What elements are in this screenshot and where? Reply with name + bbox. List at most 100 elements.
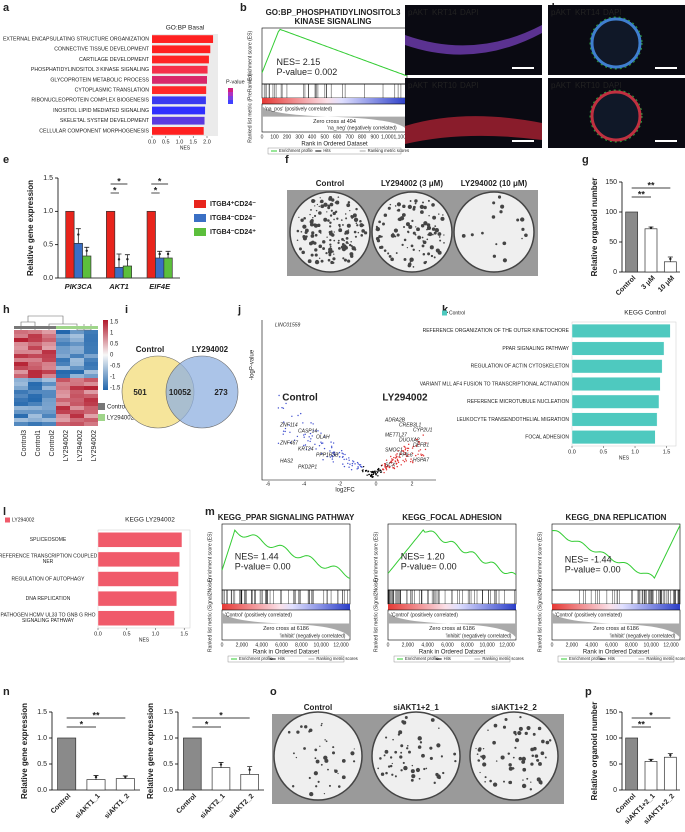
- gene-point: [404, 453, 406, 455]
- heatmap-cell: [14, 378, 28, 382]
- y-tick-label: DNA REPLICATION: [26, 596, 71, 602]
- organoid-dot: [296, 730, 300, 734]
- gene-point: [329, 456, 332, 458]
- significance-label: *: [205, 719, 209, 729]
- gene-point: [305, 448, 308, 451]
- gene-point: [421, 454, 424, 456]
- organoid-dot: [521, 756, 526, 762]
- heatmap-cell: [14, 398, 28, 402]
- x-tick-label: 8,000: [295, 642, 308, 648]
- gene-point: [354, 463, 356, 465]
- y-axis-label: Ranked list metric (Signal2Noise): [537, 578, 543, 652]
- x-tick-label: 1.5: [180, 631, 188, 637]
- bar: [644, 228, 658, 273]
- gene-point: [392, 459, 394, 461]
- significance-label: **: [638, 189, 646, 199]
- y-axis-label: Enrichment score (ES): [247, 31, 253, 82]
- heatmap-cell: [14, 386, 28, 390]
- gene-point: [412, 445, 414, 448]
- x-axis-label: Rank in Ordered Dataset: [419, 650, 486, 656]
- bar: [644, 761, 658, 791]
- legend-box: [227, 655, 345, 663]
- x-tick-label: 2.0: [203, 139, 211, 145]
- organoid-dot: [422, 201, 424, 204]
- bar: [97, 571, 179, 587]
- organoid-dot: [415, 199, 418, 202]
- bar: [97, 532, 183, 548]
- organoid-dot: [502, 725, 507, 729]
- organoid-dot: [329, 238, 332, 242]
- gene-point: [380, 469, 382, 472]
- x-tick-label: 4,000: [421, 642, 434, 648]
- organoid-dot: [412, 266, 415, 268]
- heatmap-cell: [42, 394, 56, 398]
- heatmap-cell: [28, 370, 42, 374]
- bar: [115, 778, 135, 791]
- gene-point: [333, 453, 336, 456]
- organoid-dot: [332, 746, 335, 749]
- organoid-dot: [442, 771, 445, 775]
- gene-point: [318, 444, 321, 447]
- x-tick-label: 0.5: [600, 449, 608, 455]
- heatmap-cell: [28, 354, 42, 358]
- gene-point: [420, 453, 422, 455]
- gene-point: [394, 460, 396, 462]
- organoid-dot: [400, 769, 403, 772]
- gene-point: [378, 467, 380, 470]
- gene-point: [304, 433, 306, 436]
- organoid-dot: [403, 238, 407, 242]
- organoid-dot: [397, 208, 401, 212]
- organoid-dot: [418, 777, 421, 780]
- organoid-dot: [537, 726, 542, 731]
- legend-swatch: [228, 92, 233, 96]
- legend-label: Ranking metric scores: [646, 656, 685, 661]
- gene-point: [322, 442, 324, 444]
- organoid-dot: [350, 240, 352, 243]
- panel-letter: b: [240, 2, 247, 14]
- gene-label: HAS2: [280, 458, 293, 464]
- data-point: [649, 758, 653, 762]
- gene-point: [406, 455, 408, 458]
- organoid-dot: [315, 209, 318, 212]
- x-tick-label: 100: [270, 134, 279, 140]
- data-point: [117, 258, 121, 261]
- organoid-dot: [385, 736, 388, 739]
- gene-point: [396, 458, 399, 461]
- organoid-dot: [391, 773, 394, 776]
- organoid-dot: [518, 756, 523, 761]
- organoid-dot: [421, 236, 424, 239]
- gene-point: [323, 447, 326, 450]
- legend-label: Ranking metric scores: [482, 656, 523, 661]
- heatmap-cell: [42, 350, 56, 354]
- organoid-dot: [309, 791, 314, 797]
- organoid-dot: [378, 235, 382, 239]
- organoid-dot: [378, 220, 381, 224]
- organoid-dot: [475, 747, 477, 750]
- bar: [146, 210, 156, 279]
- organoid-dot: [336, 217, 339, 220]
- gene-label: DUOXA2: [399, 437, 420, 443]
- organoid-dot: [407, 263, 412, 268]
- organoid-dot: [540, 751, 545, 756]
- gene-point: [415, 445, 418, 447]
- gene-point: [282, 430, 285, 432]
- p-value-label: P-value= 0.00: [565, 565, 621, 575]
- organoid-dot: [432, 233, 434, 236]
- heatmap-cell: [42, 342, 56, 346]
- heatmap-cell: [28, 358, 42, 362]
- x-tick-label: 500: [320, 134, 329, 140]
- gene-point: [392, 467, 394, 469]
- organoid-dot: [429, 746, 433, 750]
- organoid-dot: [350, 214, 354, 218]
- organoid-dot: [314, 205, 316, 207]
- gene-point: [402, 450, 405, 453]
- zero-cross-label: Zero cross at 494: [313, 119, 356, 125]
- column-label: Control3: [21, 430, 28, 457]
- chart-title: KEGG Control: [624, 310, 666, 317]
- organoid-dot: [355, 222, 358, 225]
- data-point: [669, 753, 672, 757]
- heatmap-cell: [28, 366, 42, 370]
- organoid-dot: [499, 210, 503, 214]
- zero-cross-label: Zero cross at 6186: [429, 626, 475, 632]
- heatmap-cell: [84, 382, 98, 386]
